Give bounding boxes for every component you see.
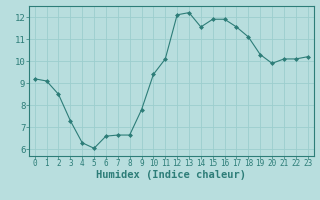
X-axis label: Humidex (Indice chaleur): Humidex (Indice chaleur) — [96, 170, 246, 180]
